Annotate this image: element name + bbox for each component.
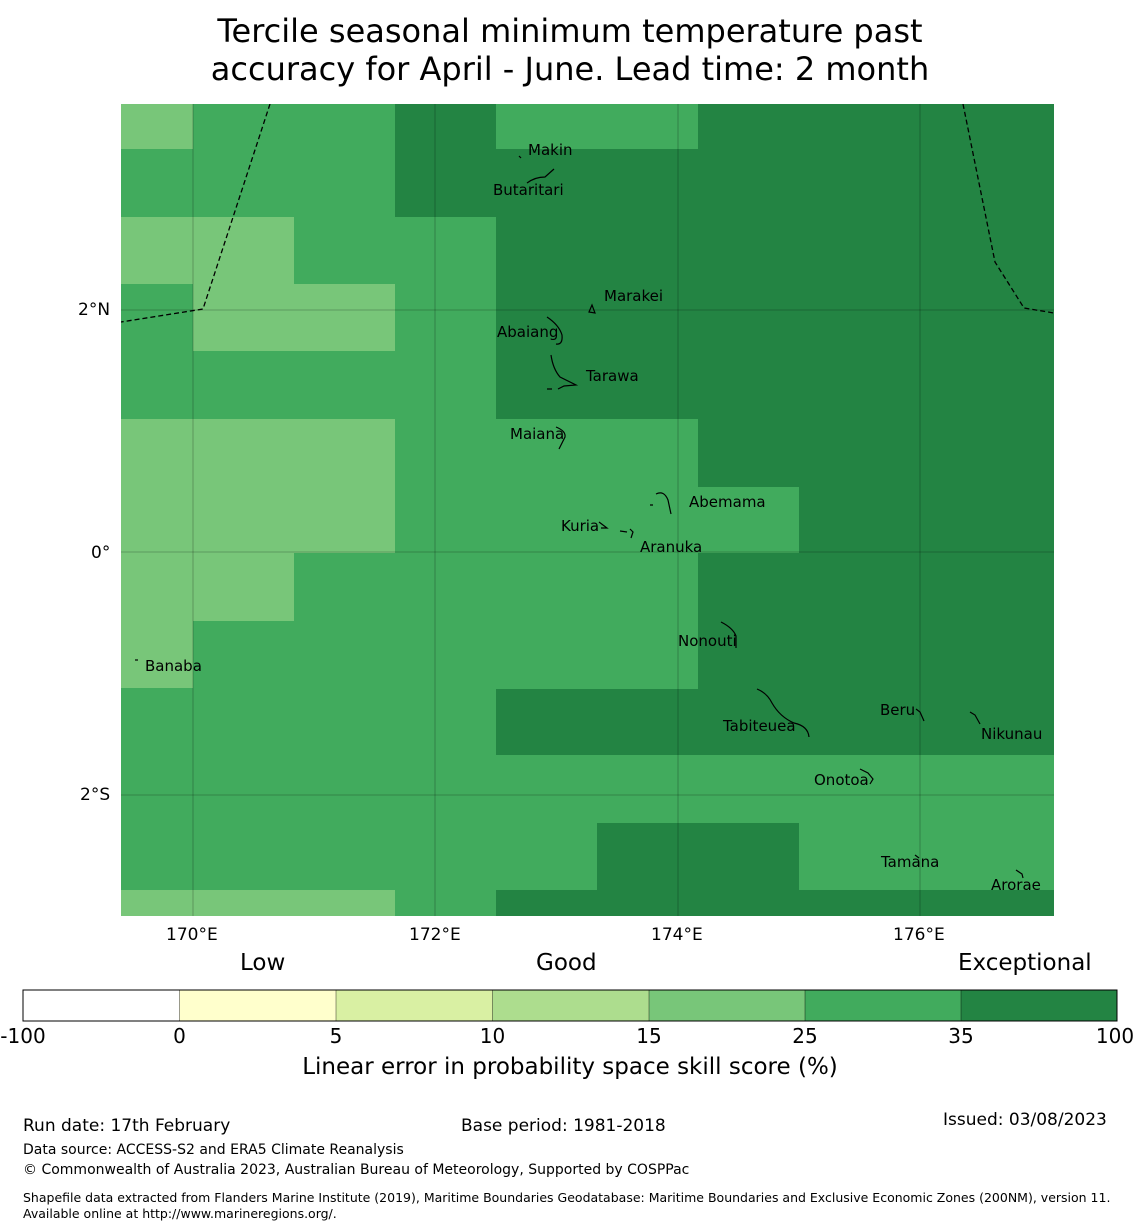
- skill-cell-good-mid: [121, 553, 294, 621]
- island-outline-beru: [915, 708, 925, 722]
- lon-tick-label: 172°E: [409, 925, 461, 945]
- skill-cell-good-mid: [121, 621, 193, 688]
- colorbar-tick: 25: [792, 1024, 818, 1048]
- island-outline-marakei: [588, 303, 596, 314]
- colorbar-tick: 5: [329, 1024, 343, 1048]
- colorbar-segment: [23, 990, 180, 1021]
- island-label: Tarawa: [585, 367, 639, 385]
- colorbar-tick: 15: [636, 1024, 662, 1048]
- lat-tick-label: 2°S: [80, 785, 111, 805]
- island-label: Arorae: [991, 876, 1041, 894]
- island-label: Makin: [528, 141, 573, 159]
- data-source: Data source: ACCESS-S2 and ERA5 Climate …: [23, 1142, 404, 1158]
- island-label: Kuria: [561, 517, 599, 535]
- island-label: Beru: [880, 701, 915, 719]
- base-period: Base period: 1981-2018: [461, 1116, 666, 1136]
- map-title-line2: accuracy for April - June. Lead time: 2 …: [210, 50, 930, 88]
- colorbar-segment: [805, 990, 961, 1021]
- island-label: Butaritari: [493, 181, 564, 199]
- island-label: Banaba: [145, 657, 202, 675]
- colorbar-segment: [961, 990, 1117, 1021]
- lat-tick-label: 0°: [91, 543, 111, 563]
- island-outline-arorae: [1015, 869, 1024, 879]
- island-outline-abaiang: [546, 316, 563, 345]
- skill-cell-exceptional: [799, 487, 1054, 553]
- lon-tick-label: 174°E: [651, 925, 703, 945]
- lat-tick-label: 2°N: [78, 300, 111, 320]
- island-outline-tarawa: [547, 354, 579, 390]
- colorbar-segment: [179, 990, 336, 1021]
- island-outline-maiana: [555, 426, 566, 450]
- colorbar-tick: 0: [173, 1024, 186, 1048]
- island-label: Nikunau: [981, 725, 1042, 743]
- colorbar-tick: -100: [0, 1024, 46, 1048]
- colorbar: [22, 989, 1118, 1022]
- colorbar-tick: 100: [1095, 1024, 1135, 1048]
- colorbar-segment: [649, 990, 805, 1021]
- island-outline-tabiteuea: [756, 688, 810, 738]
- shapefile-credit: Shapefile data extracted from Flanders M…: [23, 1190, 1111, 1221]
- island-label: Marakei: [604, 287, 663, 305]
- issued-date: Issued: 03/08/2023: [943, 1110, 1107, 1130]
- island-label: Aranuka: [640, 538, 702, 556]
- colorbar-frame: [22, 989, 1118, 1022]
- island-outline-onotoa: [859, 768, 874, 785]
- island-outline-makin: [518, 155, 522, 159]
- skill-cell-good-mid: [121, 104, 193, 149]
- skill-cell-good-mid: [121, 217, 294, 284]
- island-label: Abaiang: [497, 323, 558, 341]
- colorbar-heading-exceptional: Exceptional: [958, 950, 1092, 976]
- colorbar-segment: [336, 990, 493, 1021]
- skill-cell-good-mid: [193, 284, 395, 351]
- colorbar-heading-good: Good: [536, 950, 597, 976]
- eez-boundary-east: [962, 104, 1054, 314]
- skill-cell-exceptional: [698, 104, 1054, 487]
- copyright: © Commonwealth of Australia 2023, Austra…: [23, 1162, 690, 1178]
- run-date: Run date: 17th February: [23, 1116, 231, 1136]
- colorbar-label: Linear error in probability space skill …: [302, 1054, 838, 1080]
- lon-tick-label: 170°E: [166, 925, 218, 945]
- island-outline-butaritari: [526, 168, 555, 184]
- island-outline-nikunau: [969, 711, 981, 725]
- skill-cell-good-mid: [121, 890, 395, 916]
- island-outline-aranuka: [619, 528, 634, 539]
- skill-cell-exceptional: [496, 890, 1054, 916]
- skill-cell-exceptional: [698, 553, 1054, 689]
- skill-cell-exceptional: [496, 149, 698, 419]
- island-label: Nonouti: [678, 632, 737, 650]
- skill-cell-exceptional: [395, 104, 496, 217]
- colorbar-segment: [492, 990, 649, 1021]
- island-outline-kuria: [598, 521, 609, 529]
- colorbar-tick: 35: [948, 1024, 974, 1048]
- island-outline-tamana: [914, 854, 920, 859]
- island-label: Tamana: [880, 853, 939, 871]
- skill-cell-exceptional: [496, 689, 1054, 755]
- colorbar-heading-low: Low: [240, 950, 286, 976]
- island-label: Abemama: [689, 493, 766, 511]
- skill-cell-good-mid: [121, 419, 395, 553]
- colorbar-tick: 10: [479, 1024, 506, 1048]
- island-outline-nonouti: [720, 621, 737, 648]
- island-label: Tabiteuea: [722, 717, 796, 735]
- island-label: Onotoa: [814, 771, 869, 789]
- island-outline-abemama: [650, 492, 672, 515]
- lon-tick-label: 176°E: [893, 925, 945, 945]
- island-label: Maiana: [510, 425, 564, 443]
- map-title-line1: Tercile seasonal minimum temperature pas…: [217, 12, 923, 50]
